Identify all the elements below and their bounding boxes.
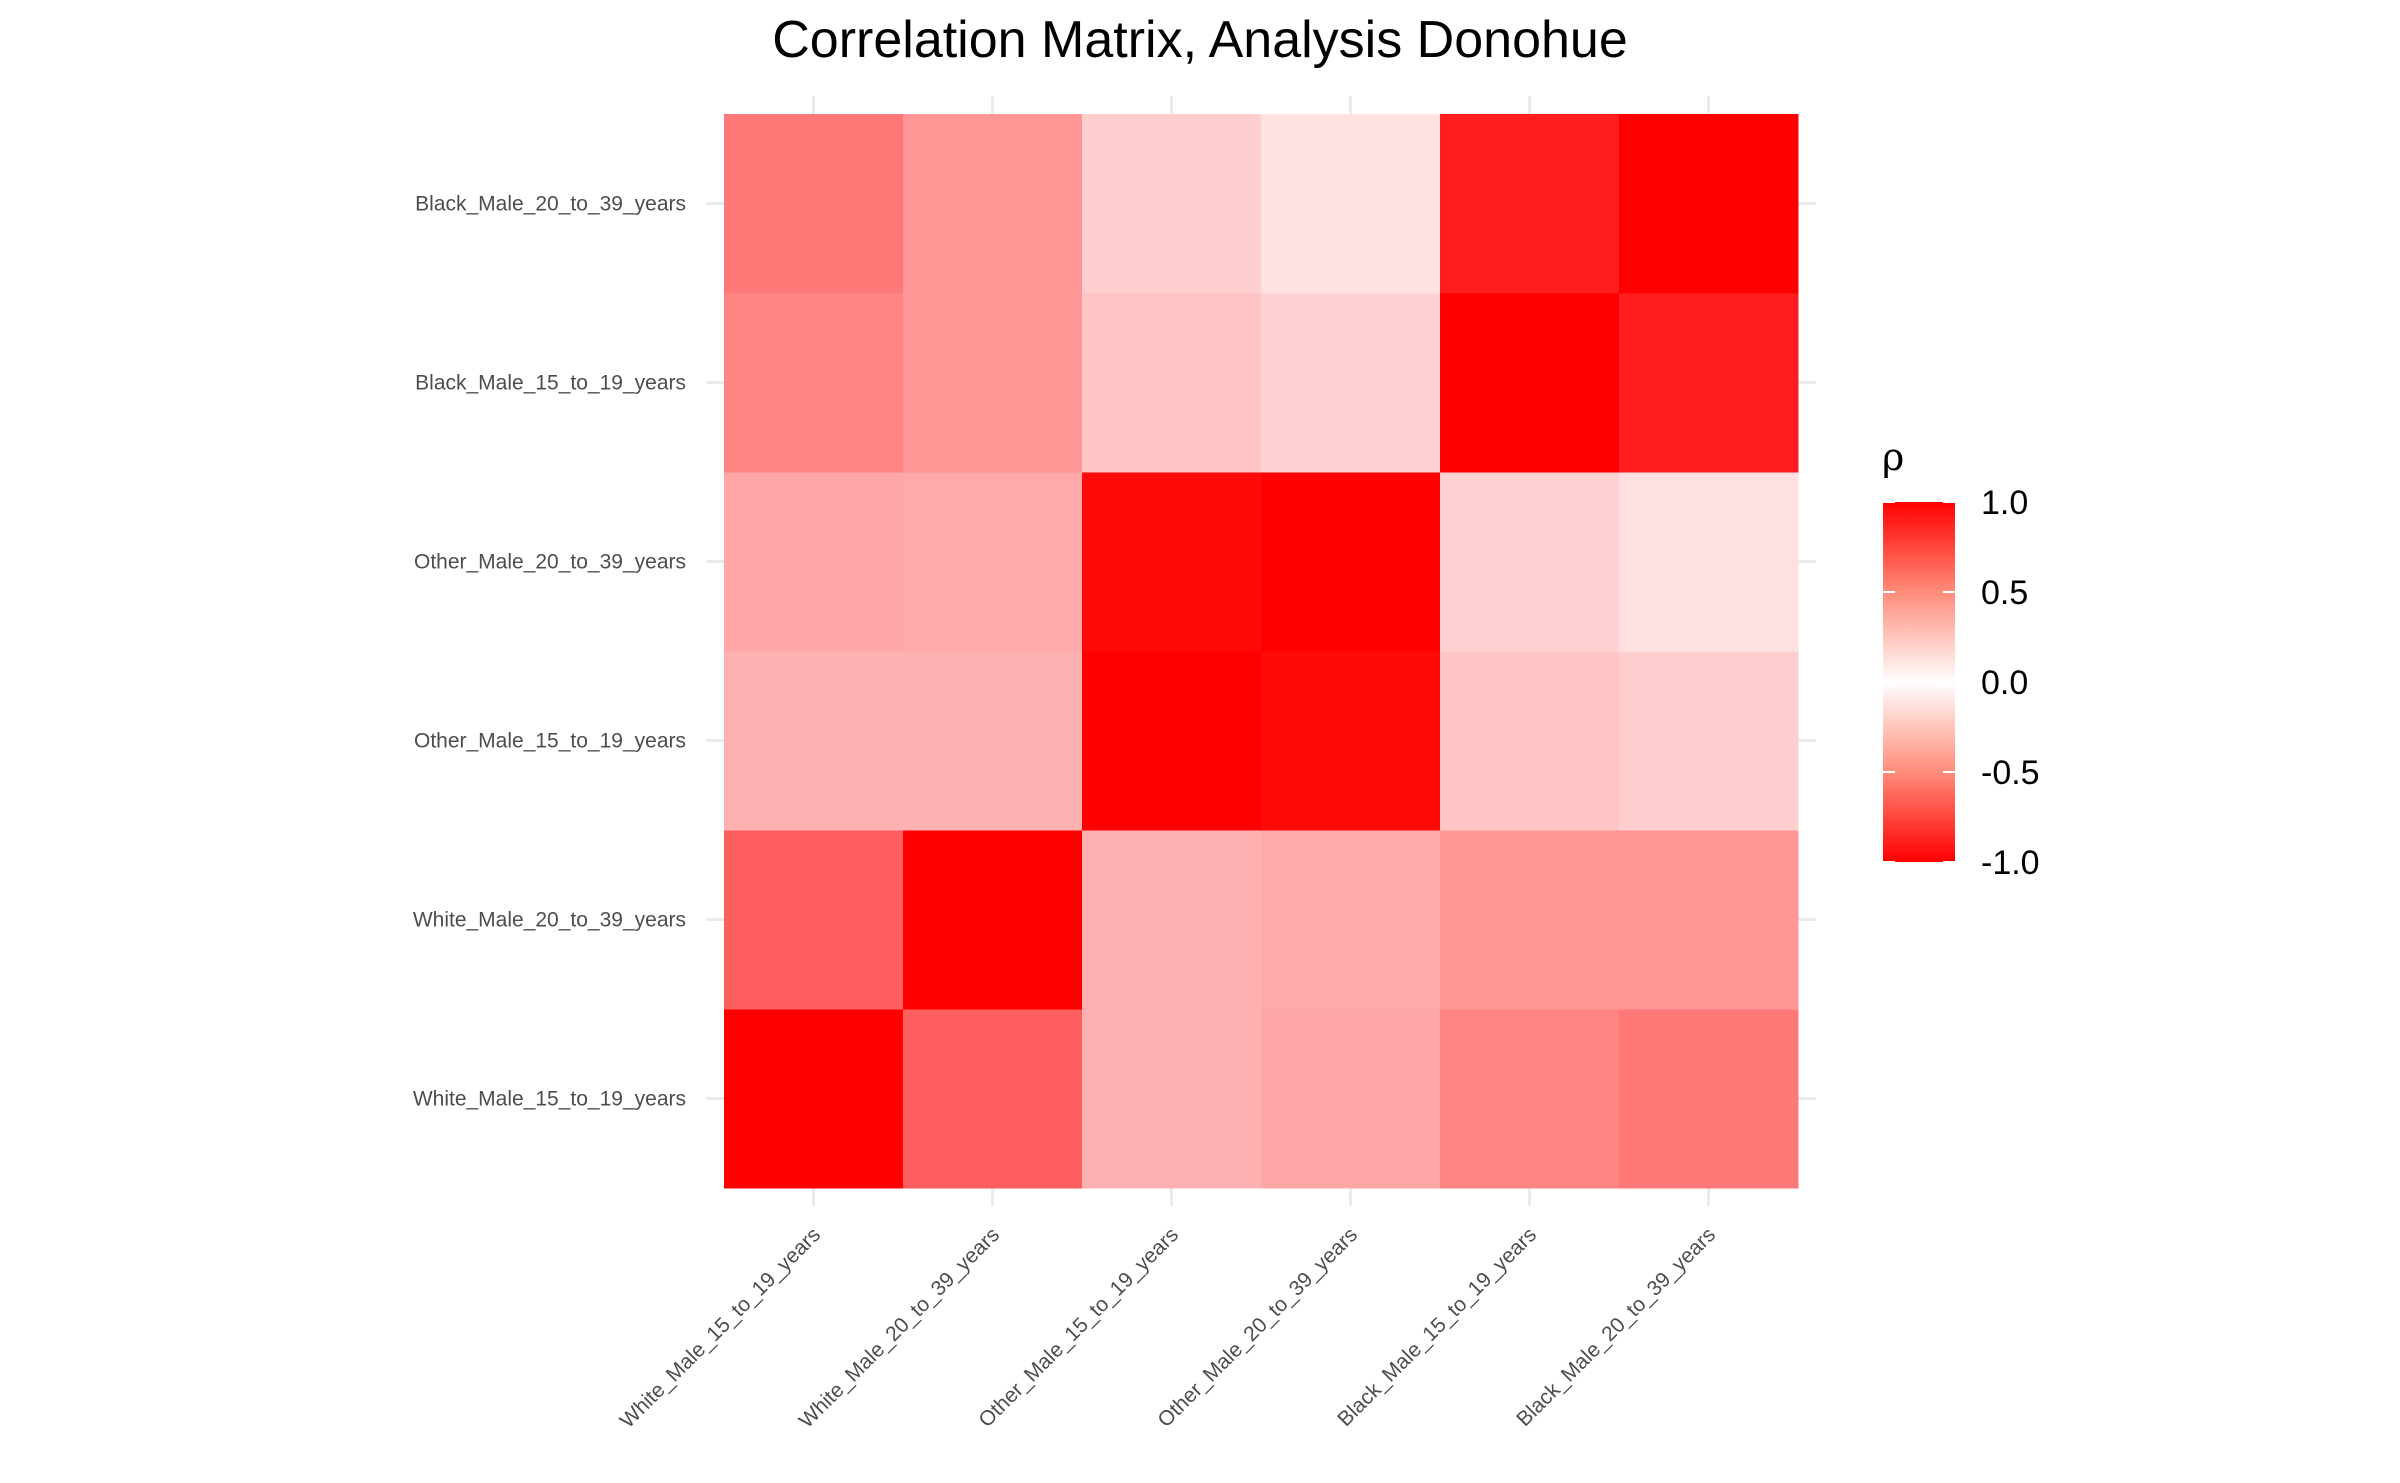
heatmap-cell [903,472,1083,652]
heatmap-cell [1619,114,1799,294]
heatmap-cell [1261,651,1441,831]
y-tick-label: Other_Male_15_to_19_years [414,730,686,753]
heatmap-cell [724,830,904,1010]
legend-tick-label: -1.0 [1981,844,2040,882]
heatmap-cell [903,293,1083,473]
heatmap-cell [724,472,904,652]
heatmap-cell [724,1009,904,1189]
heatmap-cell [1261,830,1441,1010]
heatmap-cell [1082,651,1262,831]
heatmap-cell [1619,1009,1799,1189]
heatmap-cell [1082,830,1262,1010]
heatmap-cell [1440,114,1620,294]
heatmap-cell [1082,114,1262,294]
heatmap-cell [1082,1009,1262,1189]
heatmap-cell [903,830,1083,1010]
heatmap-cells [724,114,1799,1189]
y-tick-label: Black_Male_20_to_39_years [415,193,686,216]
heatmap-cell [1440,651,1620,831]
legend: ρ 1.0 0.5 0.0 -0.5 -1.0 [1882,435,2040,882]
heatmap-cell [1619,651,1799,831]
legend-ticks: 1.0 0.5 0.0 -0.5 -1.0 [1883,484,2040,882]
legend-title: ρ [1882,435,1904,479]
heatmap-cell [903,114,1083,294]
heatmap-cell [1619,472,1799,652]
x-axis-labels: White_Male_15_to_19_yearsWhite_Male_20_t… [616,1223,1720,1432]
heatmap-cell [1082,293,1262,473]
x-tick-label: Black_Male_15_to_19_years [1333,1223,1541,1431]
heatmap-cell [1440,293,1620,473]
heatmap-cell [724,651,904,831]
heatmap-cell [1261,293,1441,473]
heatmap-cell [1082,472,1262,652]
heatmap-cell [1619,293,1799,473]
heatmap-cell [1440,830,1620,1010]
y-tick-label: White_Male_15_to_19_years [413,1088,686,1111]
legend-tick-label: 0.5 [1981,574,2028,612]
y-tick-label: Black_Male_15_to_19_years [415,372,686,395]
heatmap-cell [1261,1009,1441,1189]
heatmap-cell [1440,472,1620,652]
x-tick-label: White_Male_15_to_19_years [616,1223,825,1432]
heatmap-cell [1619,830,1799,1010]
chart-title: Correlation Matrix, Analysis Donohue [772,11,1628,69]
heatmap-cell [903,651,1083,831]
heatmap-cell [1261,472,1441,652]
y-tick-label: Other_Male_20_to_39_years [414,551,686,574]
y-axis-labels: White_Male_15_to_19_years White_Male_20_t… [413,193,686,1111]
x-tick-label: Other_Male_15_to_19_years [974,1223,1183,1432]
legend-tick-label: -0.5 [1981,754,2040,792]
y-tick-label: White_Male_20_to_39_years [413,909,686,932]
heatmap-cell [903,1009,1083,1189]
legend-tick-label: 0.0 [1981,664,2028,702]
heatmap-cell [724,293,904,473]
x-tick-label: Other_Male_20_to_39_years [1153,1223,1362,1432]
x-tick-label: White_Male_20_to_39_years [795,1223,1004,1432]
heatmap-cell [724,114,904,294]
legend-tick-label: 1.0 [1981,484,2028,522]
heatmap-cell [1261,114,1441,294]
heatmap-cell [1440,1009,1620,1189]
x-tick-label: Black_Male_20_to_39_years [1512,1223,1720,1431]
